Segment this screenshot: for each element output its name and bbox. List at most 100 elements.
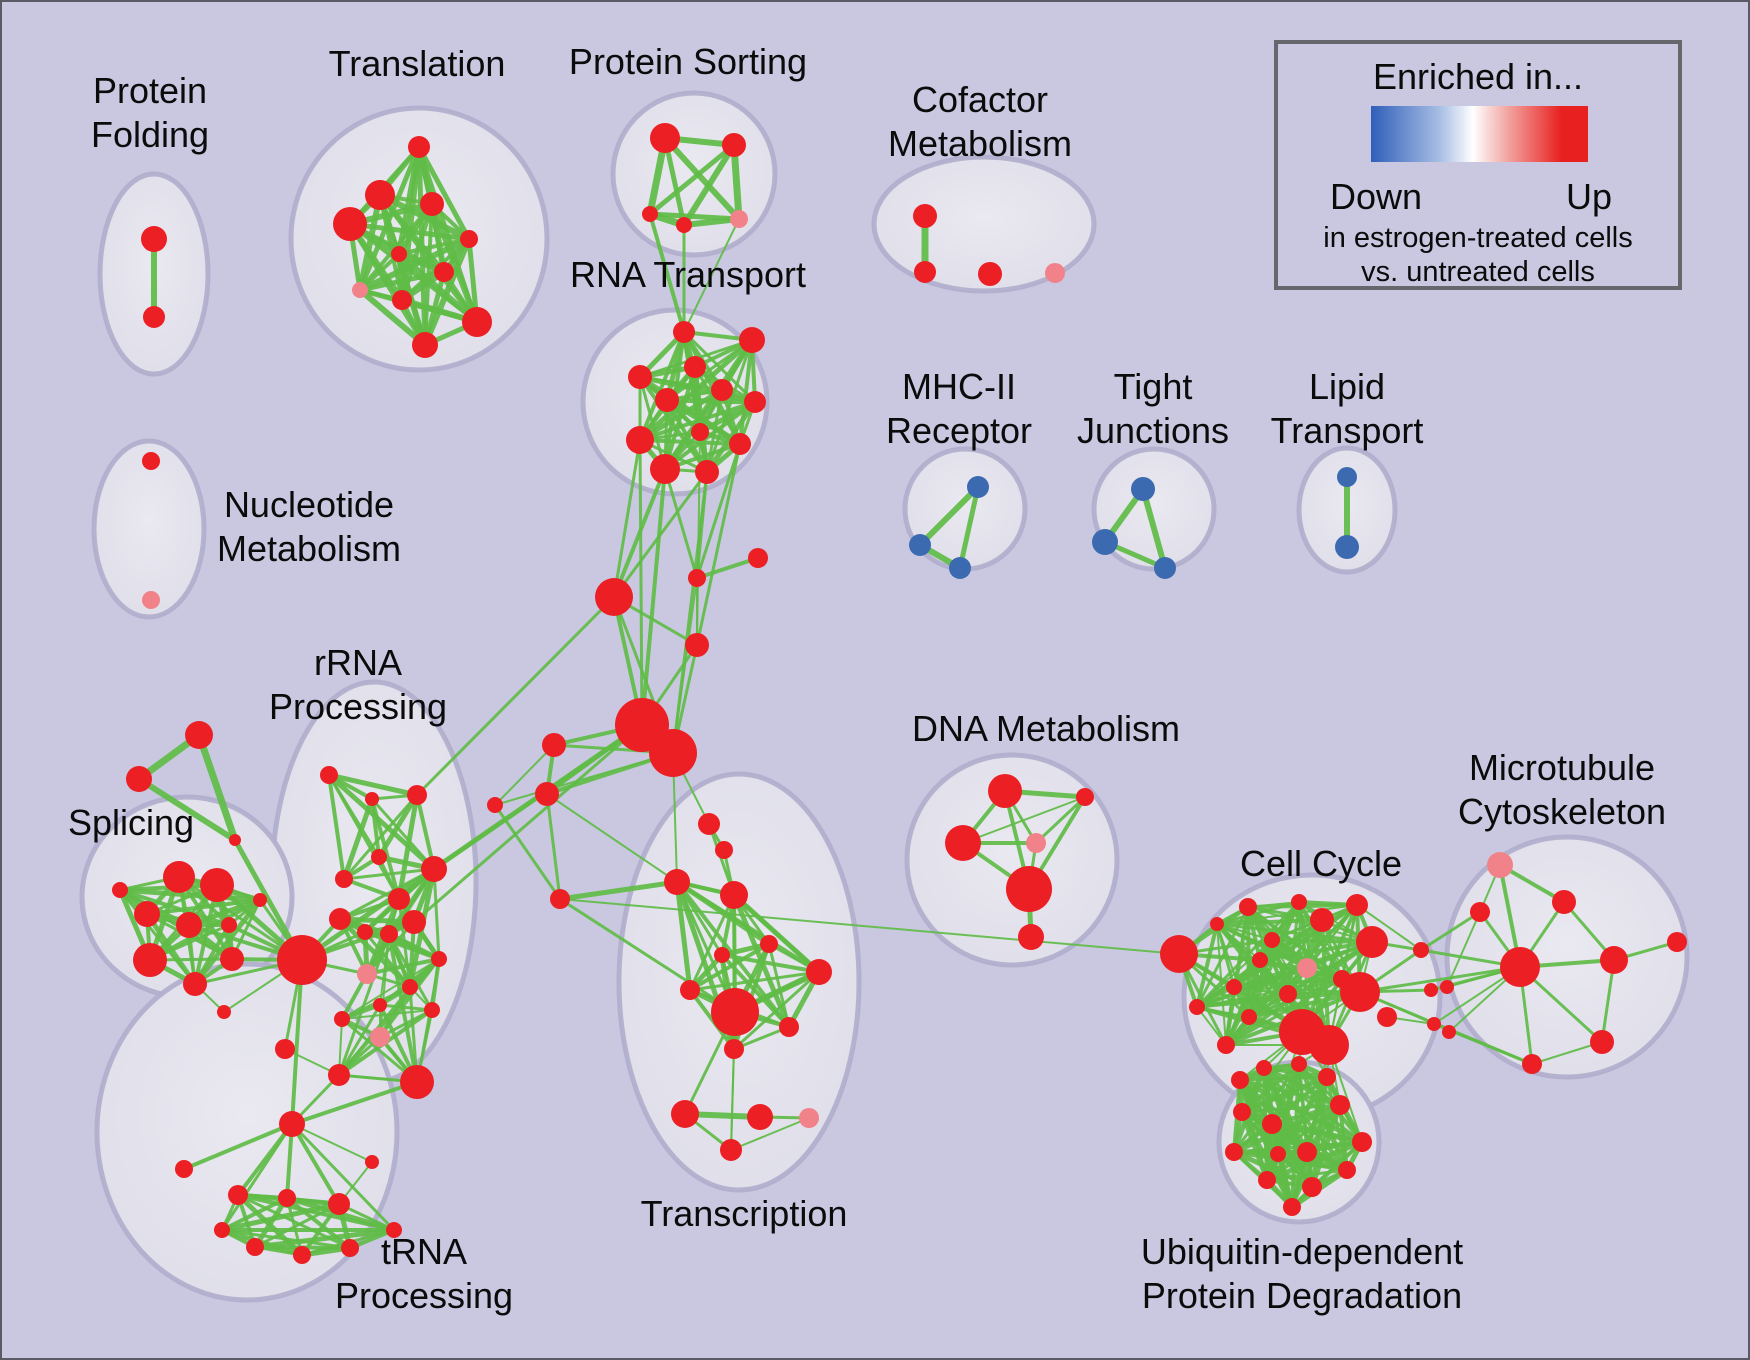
gene-set-node-up [1522,1054,1542,1074]
network-edge [638,375,709,474]
gene-set-node-down [1154,557,1176,579]
gene-set-node-up [1291,1056,1307,1072]
gene-set-node-up [228,1185,248,1205]
gene-set-node-up [1241,1009,1257,1025]
network-edge [326,772,437,872]
network-edge [432,867,441,961]
legend-title: Enriched in... [1372,56,1584,97]
network-edge [1232,977,1344,989]
gene-set-node-down [909,534,931,556]
gene-set-node-up [1233,1103,1251,1121]
network-edge [342,793,419,881]
gene-set-node-up [320,766,338,784]
network-edge [220,1122,294,1232]
gene-set-node-up [626,426,654,454]
legend-gradient-bar [1371,106,1588,162]
network-edge [957,484,981,571]
network-edge [1215,918,1324,926]
gene-set-node-up [729,433,751,455]
gene-set-node-up [402,910,426,934]
gene-set-node-up [214,1222,230,1238]
network-edge [1196,978,1343,1008]
gene-set-node-up [1264,932,1280,948]
network-edge [1356,904,1422,951]
network-edge [220,1196,289,1232]
gene-set-node-up [684,356,706,378]
network-edge [326,772,420,798]
gene-set-node-up [408,136,430,158]
gene-set-node-up [221,917,237,933]
gene-set-node-up [673,321,695,343]
gene-set-node-up [1442,1025,1456,1039]
cluster-label-nucleotide-metabolism: Nucleotide Metabolism [216,484,402,569]
network-edge [378,1003,434,1012]
network-edge [638,438,644,727]
gene-set-node-up [1310,908,1334,932]
cluster-label-microtubule-cytoskeleton: Microtubule Cytoskeleton [1457,747,1667,832]
network-edge [1358,965,1522,994]
gene-set-node-up [365,792,379,806]
network-edge [688,988,736,1051]
gene-set-node-up [1252,952,1268,968]
network-edge [732,970,821,1051]
cluster-ellipse-dna-metabolism [904,752,1120,968]
network-edge [1232,1062,1301,1154]
gene-set-node-up [293,1246,311,1264]
gene-set-node-up-weak [370,1027,390,1047]
network-edge [1224,900,1301,1047]
cluster-label-rrna-processing: rRNA Processing [268,642,448,727]
network-edge [219,1201,342,1233]
network-edge [738,338,754,446]
cluster-ellipse-nucleotide-metabolism [91,438,207,620]
network-edge [357,192,383,293]
gene-set-node-up [400,1065,434,1099]
gene-set-node-up [649,729,697,777]
gene-set-node-up [392,290,412,310]
gene-set-node-up [1226,979,1242,995]
gene-set-node-up [133,943,167,977]
network-edge [704,399,758,475]
gene-set-node-up [650,454,680,484]
gene-set-node-up [1231,1071,1249,1089]
gene-set-node-up [1590,1030,1614,1054]
network-edge [638,400,757,442]
gene-set-node-up [695,460,719,484]
gene-set-node-up [671,1100,699,1128]
gene-set-node-up [357,924,373,940]
network-edge [688,970,821,992]
gene-set-node-up [914,261,936,283]
network-edge [612,470,709,599]
gene-set-node-up [328,1193,350,1215]
gene-set-node-up [176,912,202,938]
gene-set-node-up [407,785,427,805]
network-edge [664,397,758,405]
network-edge [220,1228,352,1250]
gene-set-node-up [185,721,213,749]
gene-set-node-up [420,192,444,216]
gene-set-node-up [978,262,1002,286]
network-edge [342,867,436,881]
cluster-label-rna-transport: RNA Transport [569,254,807,296]
network-edge [117,887,263,903]
gene-set-node-up [1297,1142,1317,1162]
network-edge [429,201,480,325]
gene-set-node-up [328,1064,350,1086]
gene-set-node-up [1338,1161,1356,1179]
gene-set-node-up [217,1005,231,1019]
network-edge [299,722,645,963]
network-edge [1419,910,1482,952]
gene-set-node-up [945,825,981,861]
network-edge [291,1123,373,1163]
network-edge [327,773,401,901]
gene-set-node-up [1262,1114,1282,1134]
gene-set-node-up [183,972,207,996]
gene-set-node-up-weak [142,591,160,609]
gene-set-node-up [277,935,327,985]
cluster-label-lipid-transport: Lipid Transport [1270,366,1424,451]
gene-set-node-up [680,980,700,1000]
gene-set-node-up [402,979,418,995]
cluster-label-splicing: Splicing [67,802,195,844]
gene-set-node-up [388,888,410,910]
network-edge [337,916,417,925]
